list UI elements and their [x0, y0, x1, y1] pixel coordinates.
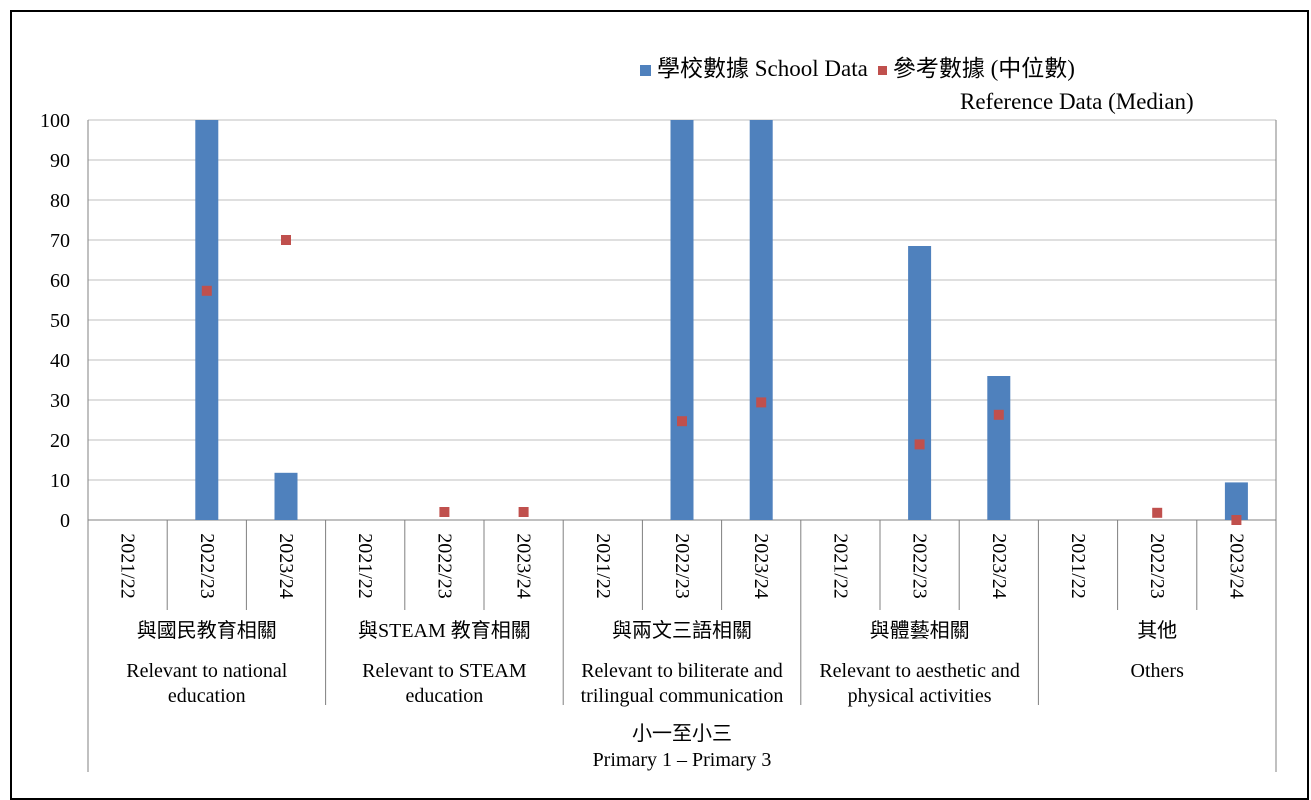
group-label-en: Relevant to STEAM — [362, 660, 527, 682]
y-tick-label: 40 — [50, 350, 70, 372]
legend-reference-label-2: Reference Data (Median) — [960, 89, 1194, 114]
bar-school-data — [987, 376, 1011, 520]
legend-school-label: 學校數據 School Data — [657, 56, 868, 81]
category-label: 2022/23 — [196, 533, 218, 599]
bar-school-data — [195, 120, 219, 520]
group-label-zh: 與國民教育相關 — [137, 619, 277, 642]
marker-reference-data — [281, 235, 291, 245]
bar-school-data — [670, 120, 694, 520]
y-tick-label: 100 — [40, 110, 70, 132]
category-label: 2023/24 — [275, 533, 297, 599]
marker-reference-data — [677, 416, 687, 427]
bar-school-data — [749, 120, 773, 520]
y-tick-label: 10 — [50, 470, 70, 492]
marker-reference-data — [201, 285, 212, 296]
category-label: 2022/23 — [909, 533, 931, 599]
category-label: 2021/22 — [592, 533, 614, 599]
group-label-zh: 與兩文三語相關 — [612, 619, 752, 642]
marker-reference-data — [993, 409, 1004, 420]
category-label: 2023/24 — [988, 533, 1010, 599]
group-label-en: Relevant to national — [126, 660, 288, 682]
legend-reference-row-2: Reference Data (Median) — [640, 85, 1194, 118]
category-label: 2022/23 — [433, 533, 455, 599]
y-tick-label: 60 — [50, 270, 70, 292]
category-label: 2022/23 — [1146, 533, 1168, 599]
category-label: 2021/22 — [354, 533, 376, 599]
marker-reference-data — [756, 397, 767, 408]
level-label-zh: 小一至小三 — [632, 722, 732, 745]
marker-reference-data — [439, 507, 450, 517]
category-label: 2023/24 — [513, 533, 535, 599]
group-label-en: physical activities — [848, 685, 992, 707]
group-label-en: trilingual communication — [581, 685, 784, 707]
group-label-zh: 與體藝相關 — [870, 619, 970, 642]
marker-reference-data — [1231, 515, 1242, 525]
category-label: 2021/22 — [117, 533, 139, 599]
category-label: 2023/24 — [750, 533, 772, 599]
y-tick-label: 90 — [50, 150, 70, 172]
group-label-en: Relevant to biliterate and — [581, 660, 783, 682]
legend-reference-swatch — [877, 66, 887, 76]
y-tick-label: 70 — [50, 230, 70, 252]
y-tick-label: 30 — [50, 390, 70, 412]
bar-school-data — [274, 472, 298, 520]
marker-reference-data — [518, 507, 529, 517]
group-label-en: education — [406, 685, 484, 707]
marker-reference-data — [1152, 507, 1163, 518]
legend: 學校數據 School Data 參考數據 (中位數) Reference Dat… — [640, 52, 1194, 118]
y-tick-label: 20 — [50, 430, 70, 452]
legend-school-swatch — [640, 65, 651, 77]
legend-reference-label-1: 參考數據 (中位數) — [892, 56, 1075, 81]
group-label-zh: 與STEAM 教育相關 — [358, 619, 531, 642]
marker-reference-data — [914, 439, 925, 450]
category-label: 2023/24 — [1225, 533, 1247, 599]
bar-school-data — [908, 246, 932, 520]
group-label-en: Others — [1131, 660, 1185, 682]
legend-row: 學校數據 School Data 參考數據 (中位數) — [640, 52, 1194, 85]
category-label: 2021/22 — [1067, 533, 1089, 599]
category-label: 2022/23 — [671, 533, 693, 599]
category-label: 2021/22 — [829, 533, 851, 599]
group-label-en: Relevant to aesthetic and — [819, 660, 1019, 682]
level-label-en: Primary 1 – Primary 3 — [593, 749, 772, 771]
y-tick-label: 80 — [50, 190, 70, 212]
y-tick-label: 0 — [60, 510, 70, 532]
group-label-en: education — [168, 685, 246, 707]
y-tick-label: 50 — [50, 310, 70, 332]
group-label-zh: 其他 — [1137, 619, 1177, 642]
bar-school-data — [1224, 482, 1248, 520]
